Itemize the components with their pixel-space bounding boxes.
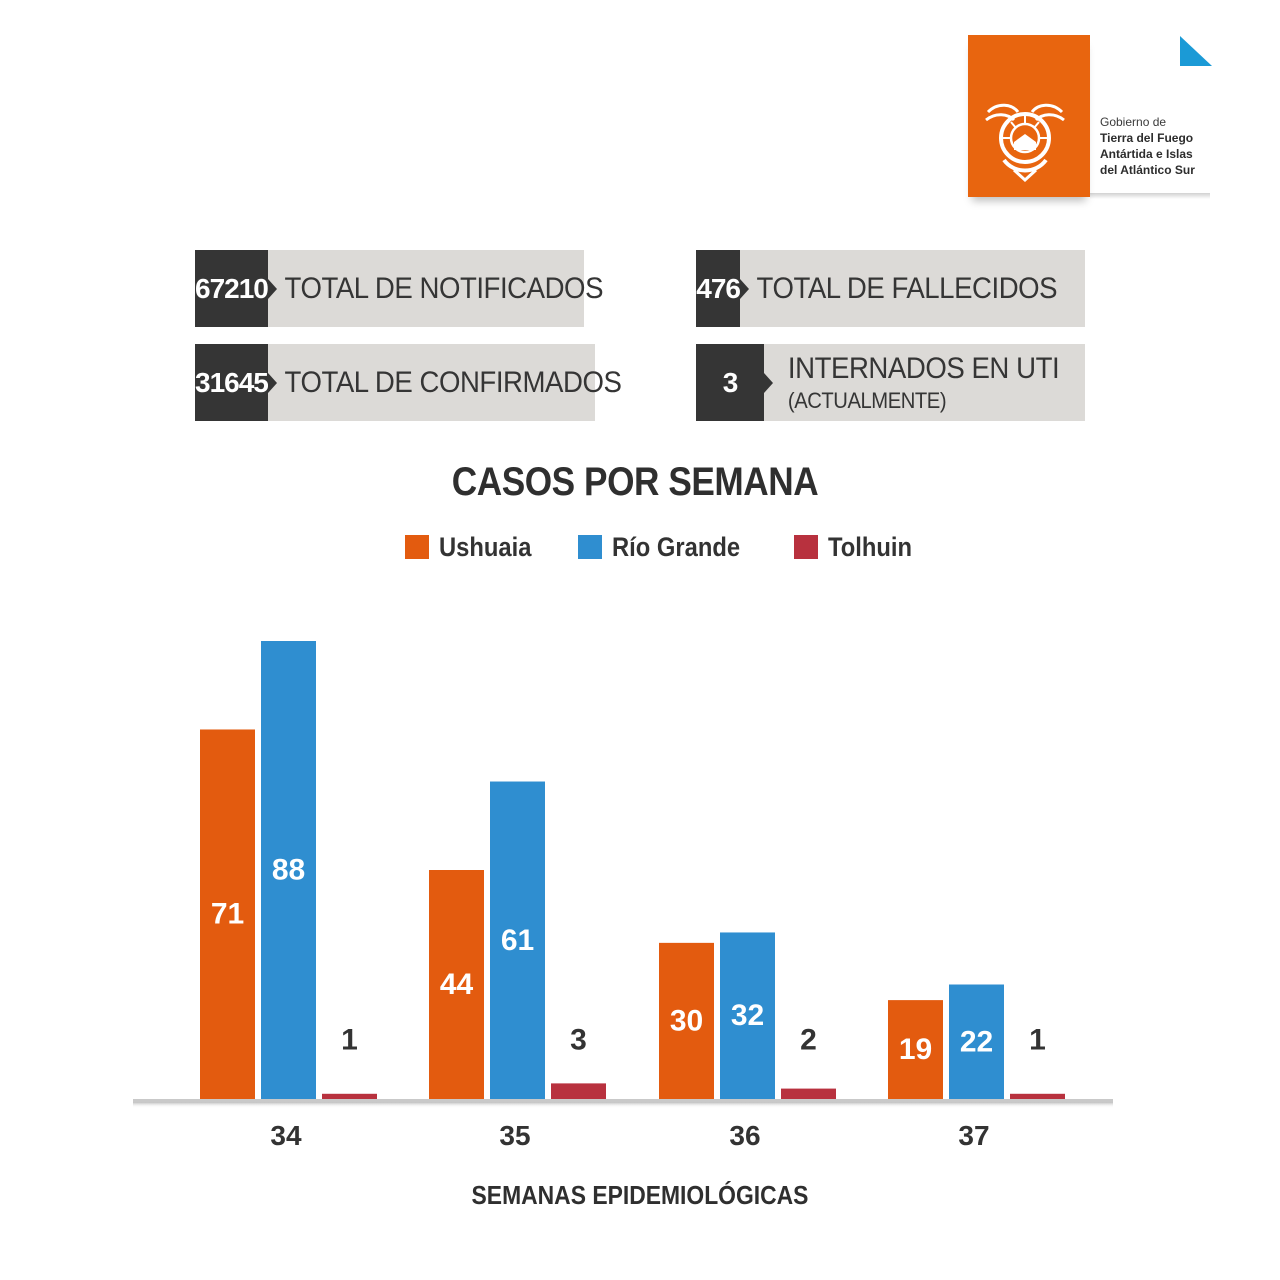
data-label-rio-grande-week-36: 32: [731, 999, 764, 1032]
gov-line-2: Tierra del Fuego: [1100, 131, 1194, 145]
data-label-ushuaia-week-34: 71: [211, 898, 244, 931]
gov-line-4: del Atlántico Sur: [1100, 163, 1195, 177]
bar-rio-grande-week-36: [720, 932, 775, 1099]
x-tick-label-36: 36: [729, 1120, 760, 1151]
bar-ushuaia-week-36: [659, 942, 714, 1099]
data-label-ushuaia-week-37: 19: [899, 1033, 932, 1066]
stat-uti-sublabel: (ACTUALMENTE): [788, 387, 947, 413]
logo-shadow: [1090, 193, 1210, 199]
gov-line-3: Antártida e Islas: [1100, 147, 1193, 161]
stat-notificados-label: TOTAL DE NOTIFICADOS: [284, 271, 603, 305]
x-axis-baseline: [133, 1099, 1113, 1102]
legend-item-rio-grande: Río Grande: [578, 532, 758, 563]
government-name: Gobierno de Tierra del Fuego Antártida e…: [1100, 114, 1240, 178]
chart-title: CASOS POR SEMANA: [451, 460, 819, 504]
stat-notificados: 67210 TOTAL DE NOTIFICADOS: [195, 250, 603, 327]
data-label-tolhuin-week-37: 1: [1029, 1024, 1046, 1057]
bar-rio-grande-week-35: [490, 781, 545, 1099]
bar-tolhuin-week-35: [551, 1083, 606, 1099]
legend-swatch-ushuaia: [405, 535, 429, 559]
bar-rio-grande-week-37: [949, 984, 1004, 1099]
stat-fallecidos: 476 TOTAL DE FALLECIDOS: [696, 250, 1085, 327]
bar-ushuaia-week-34: [200, 729, 255, 1099]
legend-label-tolhuin: Tolhuin: [827, 531, 912, 562]
x-tick-label-37: 37: [958, 1120, 989, 1151]
x-axis-shadow: [133, 1102, 1113, 1108]
stat-notificados-value: 67210: [195, 250, 277, 327]
data-label-rio-grande-week-34: 88: [272, 854, 305, 887]
data-label-ushuaia-week-36: 30: [670, 1004, 703, 1037]
bar-ushuaia-week-35: [429, 870, 484, 1099]
stat-uti-label: INTERNADOS EN UTI: [788, 351, 1060, 385]
stat-uti: 3 INTERNADOS EN UTI (ACTUALMENTE): [696, 344, 1085, 421]
bar-tolhuin-week-34: [322, 1093, 377, 1099]
legend-swatch-rio-grande: [578, 535, 603, 559]
stat-confirmados: 31645 TOTAL DE CONFIRMADOS: [195, 344, 622, 421]
data-label-rio-grande-week-35: 61: [501, 924, 534, 957]
bar-tolhuin-week-36: [781, 1088, 836, 1099]
data-label-tolhuin-week-35: 3: [570, 1024, 587, 1057]
stat-fallecidos-value: 476: [696, 250, 750, 327]
legend-label-ushuaia: Ushuaia: [439, 531, 532, 562]
data-label-rio-grande-week-37: 22: [960, 1025, 993, 1058]
data-label-tolhuin-week-36: 2: [800, 1024, 817, 1057]
bar-rio-grande-week-34: [261, 641, 316, 1099]
legend-item-tolhuin: Tolhuin: [793, 531, 923, 563]
chart-legend: Ushuaia Río Grande Tolhuin: [405, 530, 953, 564]
coat-of-arms-icon: [985, 103, 1065, 182]
legend-swatch-tolhuin: [793, 535, 818, 559]
x-tick-label-35: 35: [499, 1120, 530, 1151]
legend-item-ushuaia: Ushuaia: [405, 532, 544, 563]
legend-label-rio-grande: Río Grande: [612, 531, 741, 562]
x-axis-title: SEMANAS EPIDEMIOLÓGICAS: [471, 1180, 809, 1210]
stat-uti-value: 3: [696, 344, 774, 421]
stat-fallecidos-label: TOTAL DE FALLECIDOS: [756, 271, 1058, 305]
data-label-ushuaia-week-35: 44: [440, 968, 474, 1001]
bar-tolhuin-week-37: [1010, 1093, 1065, 1099]
corner-triangle-icon: [1180, 36, 1212, 66]
data-label-tolhuin-week-34: 1: [341, 1024, 358, 1057]
bar-ushuaia-week-37: [888, 1000, 943, 1099]
stat-confirmados-value: 31645: [195, 344, 277, 421]
x-tick-label-34: 34: [270, 1120, 302, 1151]
stat-confirmados-label: TOTAL DE CONFIRMADOS: [284, 365, 622, 399]
gov-line-1: Gobierno de: [1100, 115, 1167, 129]
